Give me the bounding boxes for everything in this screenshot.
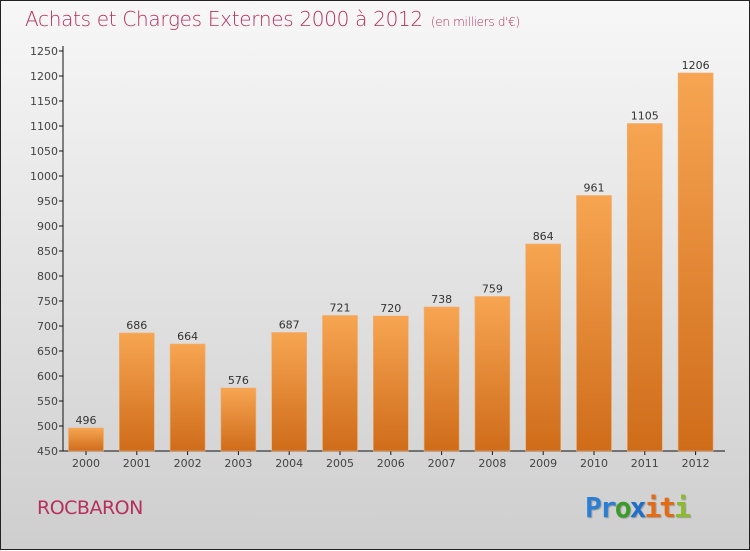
y-tick-label: 600 (37, 370, 58, 383)
data-label: 738 (431, 293, 452, 306)
logo-letter: i (644, 491, 661, 524)
logo-letter: t (659, 491, 676, 524)
bar (525, 243, 562, 452)
bar (677, 72, 714, 452)
chart-title: Achats et Charges Externes 2000 à 2012 (e… (25, 7, 520, 31)
bar (372, 315, 409, 452)
data-label: 687 (279, 319, 300, 332)
data-label: 759 (482, 283, 503, 296)
bar (271, 332, 308, 452)
proxiti-logo[interactable]: Proxiti (585, 491, 691, 524)
y-tick-label: 1100 (30, 120, 58, 133)
x-tick-label: 2003 (224, 457, 252, 470)
x-tick-label: 2011 (631, 457, 659, 470)
x-tick-label: 2001 (123, 457, 151, 470)
x-tick-label: 2002 (174, 457, 202, 470)
data-label: 961 (584, 182, 605, 195)
logo-letter: i (674, 491, 691, 524)
data-label: 864 (533, 230, 554, 243)
x-tick-label: 2009 (529, 457, 557, 470)
chart-title-text: Achats et Charges Externes 2000 à 2012 (25, 7, 423, 31)
city-name: ROCBARON (37, 497, 143, 519)
bar (119, 332, 155, 452)
y-tick-label: 550 (37, 395, 58, 408)
bar (220, 387, 257, 452)
x-tick-label: 2000 (72, 457, 100, 470)
y-tick-label: 650 (37, 345, 58, 358)
data-label: 721 (330, 302, 351, 315)
y-tick-label: 700 (37, 320, 58, 333)
y-tick-label: 500 (37, 420, 58, 433)
data-label: 686 (126, 319, 147, 332)
y-tick-label: 1200 (30, 70, 58, 83)
bar (626, 123, 663, 452)
x-tick-label: 2004 (275, 457, 303, 470)
bar (169, 343, 206, 452)
logo-letter: x (629, 491, 647, 524)
x-tick-label: 2008 (478, 457, 506, 470)
data-label: 1206 (682, 59, 710, 72)
chart-subtitle: (en milliers d'€) (430, 15, 520, 29)
y-tick-label: 1250 (30, 45, 58, 58)
y-tick-label: 900 (37, 220, 58, 233)
bar (474, 296, 511, 452)
bar (423, 306, 460, 452)
x-tick-label: 2012 (682, 457, 710, 470)
data-label: 664 (177, 330, 198, 343)
data-label: 1105 (631, 110, 659, 123)
x-tick-label: 2006 (377, 457, 405, 470)
logo-letter: P (585, 491, 602, 524)
y-tick-label: 1150 (30, 95, 58, 108)
y-tick-label: 750 (37, 295, 58, 308)
data-label: 496 (76, 414, 97, 427)
data-label: 576 (228, 374, 249, 387)
x-tick-label: 2007 (428, 457, 456, 470)
logo-letter: o (614, 491, 632, 524)
bar (68, 427, 104, 452)
y-tick-label: 1000 (30, 170, 58, 183)
y-tick-label: 850 (37, 245, 58, 258)
logo-letter: r (599, 491, 617, 524)
bar (322, 315, 358, 452)
x-tick-label: 2005 (326, 457, 354, 470)
y-tick-label: 450 (37, 445, 58, 458)
x-tick-label: 2010 (580, 457, 608, 470)
bar (576, 195, 612, 452)
data-label: 720 (380, 302, 401, 315)
y-tick-label: 950 (37, 195, 58, 208)
y-tick-label: 1050 (30, 145, 58, 158)
y-tick-label: 800 (37, 270, 58, 283)
